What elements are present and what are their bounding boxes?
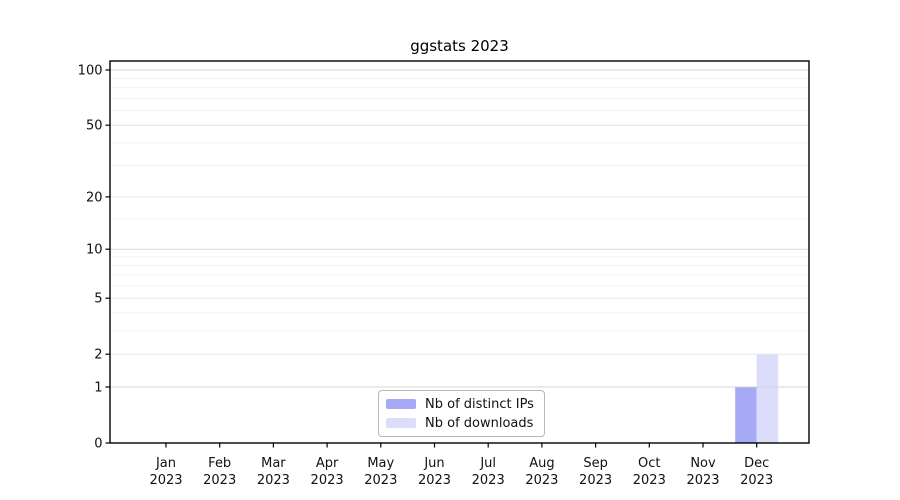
- legend-swatch-distinct-ips: [386, 399, 416, 409]
- x-tick-label-year: 2023: [579, 473, 612, 488]
- y-tick-label: 0: [94, 437, 102, 452]
- x-tick-label-month: Aug: [529, 456, 554, 471]
- x-tick-label-year: 2023: [149, 473, 182, 488]
- y-tick-label: 100: [78, 64, 103, 79]
- x-tick-label-month: Apr: [316, 456, 339, 471]
- x-tick-label-year: 2023: [203, 473, 236, 488]
- legend: Nb of distinct IPs Nb of downloads: [378, 390, 545, 437]
- x-tick-label-year: 2023: [472, 473, 505, 488]
- x-tick-label-year: 2023: [740, 473, 773, 488]
- x-tick-label-month: Dec: [744, 456, 769, 471]
- x-tick-label-year: 2023: [364, 473, 397, 488]
- y-tick-label: 1: [94, 381, 102, 396]
- y-tick-label: 5: [94, 292, 102, 307]
- x-tick-label-year: 2023: [257, 473, 290, 488]
- legend-item-downloads: Nb of downloads: [386, 416, 544, 431]
- y-tick-label: 2: [94, 348, 102, 363]
- x-tick-label-month: Sep: [583, 456, 608, 471]
- x-tick-label-month: Nov: [690, 456, 716, 471]
- x-tick-label-month: Oct: [638, 456, 660, 471]
- x-tick-label-month: Mar: [261, 456, 286, 471]
- legend-label-downloads: Nb of downloads: [425, 415, 534, 431]
- x-tick-label-year: 2023: [633, 473, 666, 488]
- bar-distinct-ips: [735, 387, 757, 443]
- x-tick-label-year: 2023: [686, 473, 719, 488]
- x-tick-label-month: Jun: [423, 456, 444, 471]
- y-tick-label: 20: [86, 190, 103, 205]
- x-tick-label-year: 2023: [525, 473, 558, 488]
- x-tick-label-month: May: [367, 456, 394, 471]
- plot-border: [109, 60, 810, 444]
- x-tick-label-month: Feb: [208, 456, 231, 471]
- bar-downloads: [756, 354, 779, 443]
- x-tick-label-year: 2023: [418, 473, 451, 488]
- x-tick-label-year: 2023: [311, 473, 344, 488]
- chart-title: ggstats 2023: [410, 37, 509, 55]
- x-tick-label-month: Jul: [479, 456, 496, 471]
- x-tick-label-month: Jan: [155, 456, 176, 471]
- y-tick-label: 50: [86, 119, 103, 134]
- y-tick-label: 10: [86, 243, 103, 258]
- legend-swatch-downloads: [386, 418, 416, 428]
- legend-item-distinct-ips: Nb of distinct IPs: [386, 397, 544, 412]
- legend-label-distinct-ips: Nb of distinct IPs: [425, 396, 534, 412]
